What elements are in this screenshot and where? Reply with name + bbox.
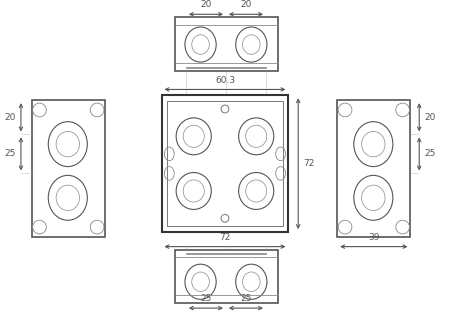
- Text: 72: 72: [303, 159, 314, 168]
- Text: 25: 25: [200, 294, 211, 303]
- Text: 25: 25: [5, 149, 16, 158]
- Text: 25: 25: [240, 294, 252, 303]
- Text: 20: 20: [240, 0, 252, 9]
- Text: 25: 25: [424, 149, 436, 158]
- Text: 20: 20: [424, 113, 436, 122]
- Text: 60.3: 60.3: [215, 75, 235, 85]
- Text: 20: 20: [200, 0, 211, 9]
- Text: 72: 72: [219, 233, 231, 242]
- Text: 39: 39: [368, 233, 380, 242]
- Text: 20: 20: [5, 113, 16, 122]
